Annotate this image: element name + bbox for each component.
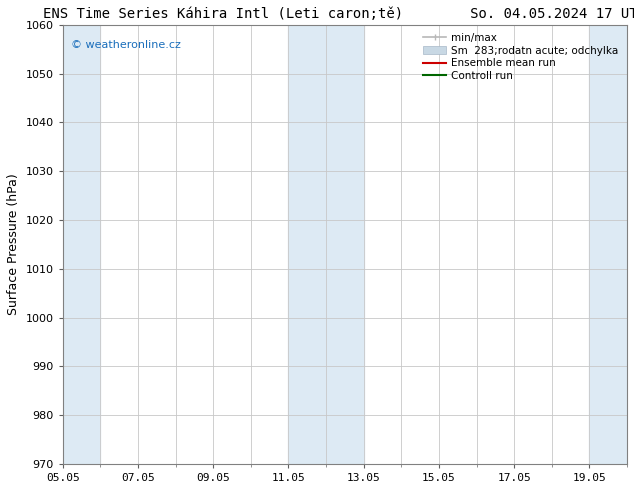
Y-axis label: Surface Pressure (hPa): Surface Pressure (hPa)	[7, 173, 20, 316]
Legend: min/max, Sm  283;rodatn acute; odchylka, Ensemble mean run, Controll run: min/max, Sm 283;rodatn acute; odchylka, …	[420, 30, 622, 84]
Bar	[288, 25, 364, 464]
Bar	[63, 25, 100, 464]
Text: © weatheronline.cz: © weatheronline.cz	[71, 40, 181, 50]
Bar	[590, 25, 627, 464]
Title: ENS Time Series Káhira Intl (Leti caron;tě)        So. 04.05.2024 17 UTC: ENS Time Series Káhira Intl (Leti caron;…	[43, 7, 634, 21]
